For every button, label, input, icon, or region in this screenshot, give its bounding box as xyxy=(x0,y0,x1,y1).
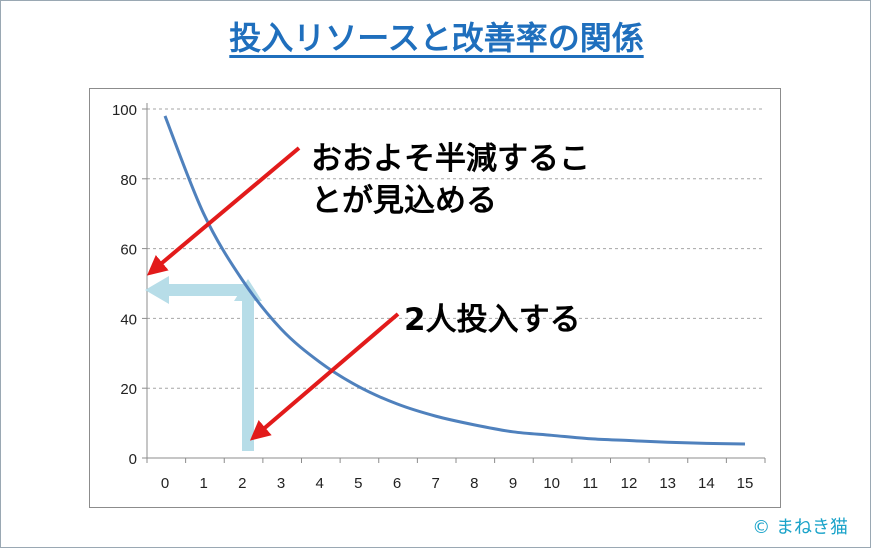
x-tick-label: 3 xyxy=(277,475,285,492)
x-tick-label: 9 xyxy=(509,475,517,492)
annotation-arrow-two-people xyxy=(249,312,400,441)
chart-title: 投入リソースと改善率の関係 xyxy=(229,19,644,57)
annotation-halve-line2: とが見込める xyxy=(311,183,497,219)
annotation-arrow-halve xyxy=(146,146,301,276)
y-tick-label: 20 xyxy=(120,381,137,398)
series-line xyxy=(163,115,746,446)
x-tick-label: 8 xyxy=(470,475,478,492)
y-tick-label: 40 xyxy=(120,311,137,328)
y-tick-label: 60 xyxy=(120,242,137,259)
y-tick-label: 100 xyxy=(112,102,137,119)
x-tick-label: 6 xyxy=(393,475,401,492)
x-tick-label: 10 xyxy=(543,475,560,492)
guide-horizontal-arrowhead xyxy=(145,276,169,304)
y-tick-label: 0 xyxy=(129,451,137,468)
x-tick-label: 7 xyxy=(431,475,439,492)
guide-horizontal-bar xyxy=(163,284,248,296)
annotation-two-people: 2人投入する xyxy=(404,302,581,338)
annotation-halve: おおよそ半減するこ とが見込める xyxy=(311,138,631,222)
x-tick-label: 2 xyxy=(238,475,246,492)
x-tick-label: 0 xyxy=(161,475,169,492)
copyright-label: © まねき猫 xyxy=(752,517,848,538)
y-tick-label: 80 xyxy=(120,172,137,189)
x-tick-label: 13 xyxy=(659,475,676,492)
guide-vertical-bar xyxy=(242,291,254,451)
x-tick-label: 11 xyxy=(583,475,599,492)
annotation-halve-line1: おおよそ半減するこ xyxy=(311,141,590,177)
x-tick-label: 12 xyxy=(621,475,638,492)
x-tick-label: 15 xyxy=(737,475,754,492)
x-tick-label: 14 xyxy=(698,475,715,492)
x-tick-label: 5 xyxy=(354,475,362,492)
x-tick-label: 1 xyxy=(199,475,207,492)
x-tick-label: 4 xyxy=(315,475,323,492)
chart-frame xyxy=(89,88,781,508)
